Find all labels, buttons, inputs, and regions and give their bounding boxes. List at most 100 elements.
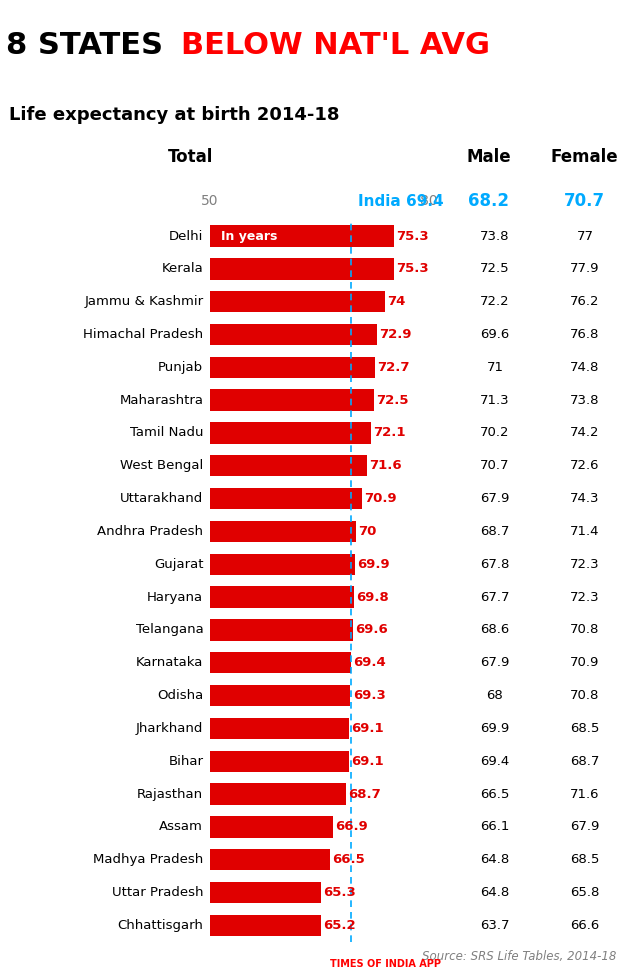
Text: 71.6: 71.6 xyxy=(370,460,402,472)
Text: 70.8: 70.8 xyxy=(570,624,599,636)
Text: 69.1: 69.1 xyxy=(351,754,384,768)
Text: 66.5: 66.5 xyxy=(480,788,510,800)
Text: 72.3: 72.3 xyxy=(570,590,600,603)
Text: 65.3: 65.3 xyxy=(323,886,356,899)
Text: 70.7: 70.7 xyxy=(564,192,605,210)
Text: Male: Male xyxy=(467,148,511,166)
Text: 70.7: 70.7 xyxy=(480,460,510,472)
Bar xyxy=(210,685,351,707)
Text: Rajasthan: Rajasthan xyxy=(137,788,203,800)
Text: Kerala: Kerala xyxy=(161,263,203,275)
Text: Punjab: Punjab xyxy=(158,361,203,374)
Text: Chhattisgarh: Chhattisgarh xyxy=(117,919,203,932)
Text: 69.1: 69.1 xyxy=(351,722,384,735)
Text: 69.9: 69.9 xyxy=(357,558,390,571)
Text: 64.8: 64.8 xyxy=(480,853,510,867)
Text: 66.9: 66.9 xyxy=(335,821,368,834)
Bar xyxy=(210,784,346,805)
Text: Total: Total xyxy=(168,148,213,166)
Text: 67.7: 67.7 xyxy=(480,590,510,603)
Text: 70.9: 70.9 xyxy=(570,656,599,670)
Bar xyxy=(210,324,377,346)
Text: West Bengal: West Bengal xyxy=(120,460,203,472)
Text: Jharkhand: Jharkhand xyxy=(136,722,203,735)
Text: Uttarakhand: Uttarakhand xyxy=(120,492,203,506)
Text: 73.8: 73.8 xyxy=(570,393,599,407)
Text: Tamil Nadu: Tamil Nadu xyxy=(130,427,203,439)
Text: 74: 74 xyxy=(387,295,405,308)
Text: 66.5: 66.5 xyxy=(332,853,365,867)
Text: 69.8: 69.8 xyxy=(356,590,389,603)
Bar xyxy=(210,816,333,837)
Text: India 69.4: India 69.4 xyxy=(358,193,443,209)
Text: In years: In years xyxy=(220,229,277,242)
Text: 80: 80 xyxy=(420,194,438,208)
Text: 72.5: 72.5 xyxy=(480,263,510,275)
Bar xyxy=(210,587,354,608)
Text: Life expectancy at birth 2014-18: Life expectancy at birth 2014-18 xyxy=(9,105,340,124)
Text: 66.1: 66.1 xyxy=(480,821,510,834)
Text: Himachal Pradesh: Himachal Pradesh xyxy=(83,328,203,341)
Text: 68.5: 68.5 xyxy=(570,853,599,867)
Text: 74.3: 74.3 xyxy=(570,492,599,506)
Text: 63.7: 63.7 xyxy=(480,919,510,932)
Text: 69.4: 69.4 xyxy=(480,754,510,768)
Text: 77: 77 xyxy=(577,229,594,242)
Text: 68: 68 xyxy=(486,689,504,702)
Text: FOR MORE  INFOGRAPHICS DOWNLOAD: FOR MORE INFOGRAPHICS DOWNLOAD xyxy=(95,958,290,969)
Bar xyxy=(210,488,362,509)
Text: 68.6: 68.6 xyxy=(480,624,510,636)
Text: 70.2: 70.2 xyxy=(480,427,510,439)
Text: 66.6: 66.6 xyxy=(570,919,599,932)
Text: 68.7: 68.7 xyxy=(570,754,599,768)
Text: 67.9: 67.9 xyxy=(570,821,599,834)
Text: Assam: Assam xyxy=(159,821,203,834)
Bar xyxy=(210,455,367,476)
Text: 70.8: 70.8 xyxy=(570,689,599,702)
Text: 67.8: 67.8 xyxy=(480,558,510,571)
Text: BELOW NAT'L AVG: BELOW NAT'L AVG xyxy=(181,30,490,60)
Bar xyxy=(210,356,375,378)
Text: 73.8: 73.8 xyxy=(480,229,510,242)
Text: 74.2: 74.2 xyxy=(570,427,599,439)
Bar xyxy=(210,259,394,279)
Bar xyxy=(210,291,385,312)
Text: 70.9: 70.9 xyxy=(364,492,397,506)
Text: Madhya Pradesh: Madhya Pradesh xyxy=(93,853,203,867)
Text: 72.2: 72.2 xyxy=(480,295,510,308)
Bar xyxy=(210,882,321,903)
Text: Jammu & Kashmir: Jammu & Kashmir xyxy=(84,295,203,308)
Text: 68.7: 68.7 xyxy=(480,525,510,538)
Text: 65.2: 65.2 xyxy=(323,919,356,932)
Text: 64.8: 64.8 xyxy=(480,886,510,899)
Text: 74.8: 74.8 xyxy=(570,361,599,374)
Text: 72.9: 72.9 xyxy=(379,328,411,341)
Text: 69.3: 69.3 xyxy=(352,689,385,702)
Text: 8 STATES: 8 STATES xyxy=(6,30,174,60)
Text: Karnataka: Karnataka xyxy=(136,656,203,670)
Bar xyxy=(210,849,330,871)
Text: 77.9: 77.9 xyxy=(570,263,599,275)
Text: 70: 70 xyxy=(358,525,376,538)
Bar xyxy=(210,553,355,575)
Text: 76.8: 76.8 xyxy=(570,328,599,341)
Text: 68.2: 68.2 xyxy=(469,192,509,210)
Text: 71.6: 71.6 xyxy=(570,788,599,800)
Text: Telangana: Telangana xyxy=(135,624,203,636)
Text: 65.8: 65.8 xyxy=(570,886,599,899)
Text: 69.6: 69.6 xyxy=(480,328,510,341)
Text: 72.1: 72.1 xyxy=(373,427,406,439)
Text: 67.9: 67.9 xyxy=(480,492,510,506)
Text: Gujarat: Gujarat xyxy=(154,558,203,571)
Text: 69.4: 69.4 xyxy=(354,656,386,670)
Text: 69.6: 69.6 xyxy=(355,624,387,636)
Text: Source: SRS Life Tables, 2014-18: Source: SRS Life Tables, 2014-18 xyxy=(422,950,616,963)
Text: Maharashtra: Maharashtra xyxy=(119,393,203,407)
Text: Delhi: Delhi xyxy=(169,229,203,242)
Bar xyxy=(210,751,349,772)
Text: 75.3: 75.3 xyxy=(396,263,429,275)
Text: Female: Female xyxy=(551,148,618,166)
Bar xyxy=(210,652,351,673)
Text: 67.9: 67.9 xyxy=(480,656,510,670)
Text: 71.3: 71.3 xyxy=(480,393,510,407)
